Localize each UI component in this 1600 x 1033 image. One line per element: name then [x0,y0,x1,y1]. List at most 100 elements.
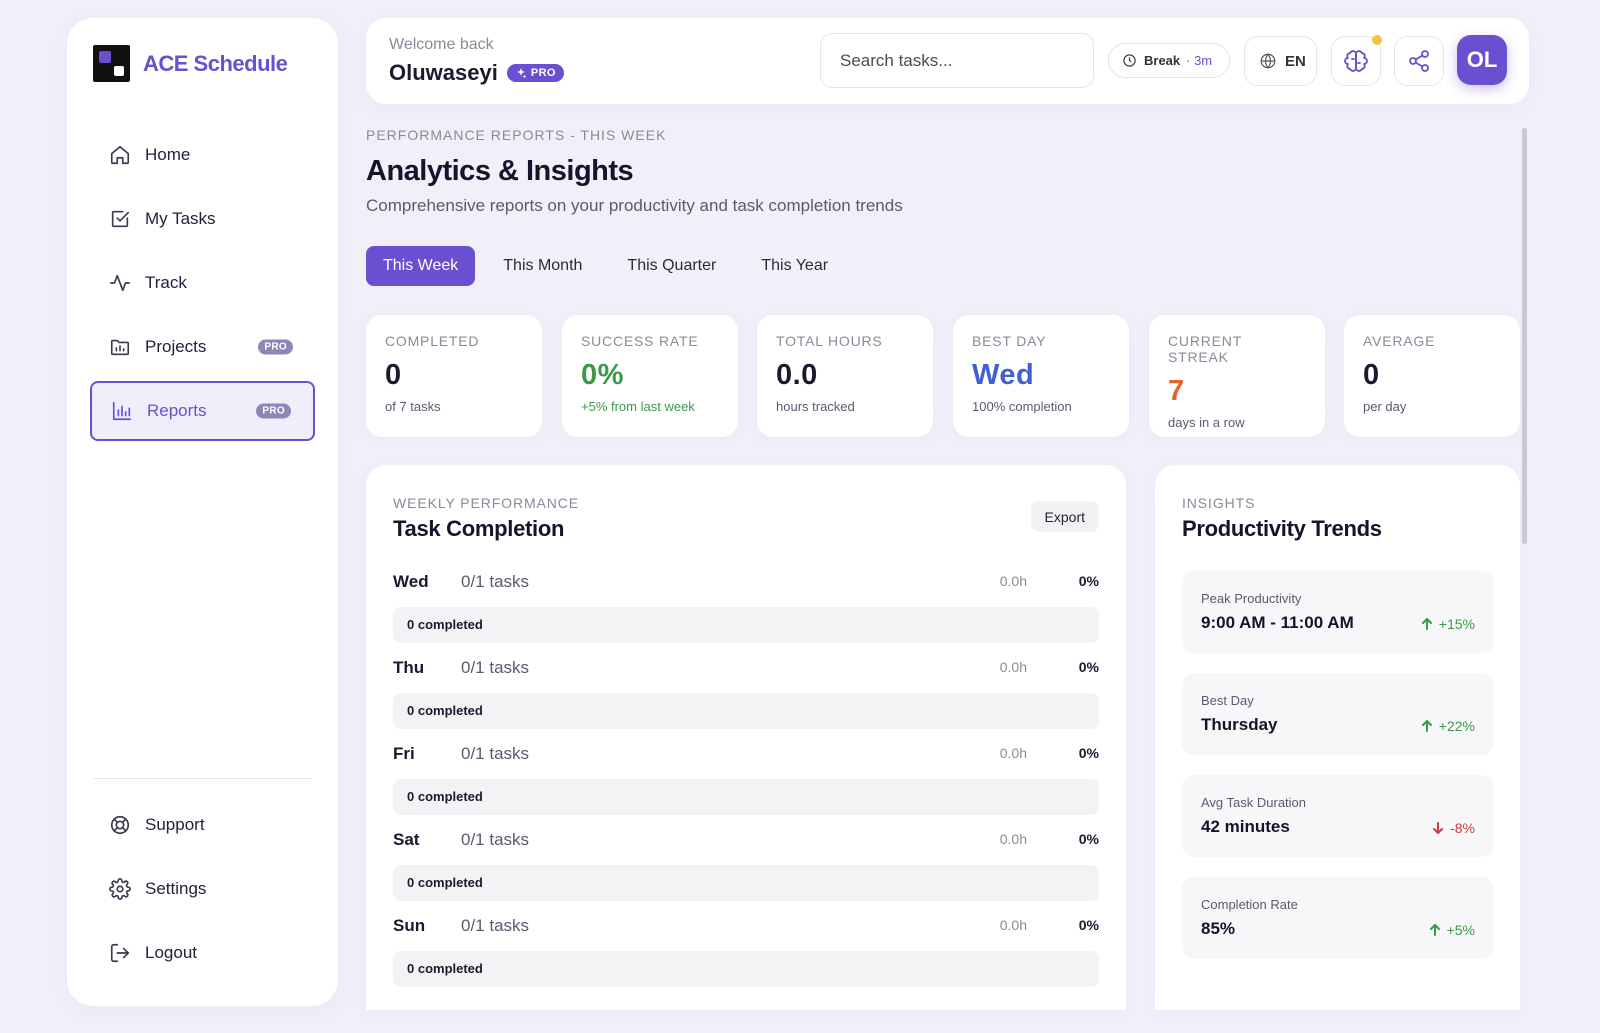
tab-this-year[interactable]: This Year [761,257,829,274]
lifebuoy-icon [108,813,132,837]
user-name-row: Oluwaseyi PRO [389,60,564,86]
pro-badge-label: PRO [530,67,556,79]
bar-chart-icon [110,399,134,423]
sidebar-item-label: Track [145,273,187,292]
brain-icon [1344,50,1368,72]
activity-icon [108,271,132,295]
day-label: Fri [393,744,415,763]
insight-completion-rate: Completion Rate 85% +5% [1182,877,1494,959]
search-input[interactable] [820,33,1094,88]
insight-label: Peak Productivity [1201,591,1302,606]
day-percent: 0% [1078,831,1099,847]
sidebar-item-label: My Tasks [145,209,216,228]
notification-dot [1372,35,1382,45]
globe-icon [1260,53,1276,69]
day-hours: 0.0h [999,745,1027,761]
insight-label: Best Day [1201,693,1254,708]
stat-sub: of 7 tasks [385,399,441,414]
brand-logo[interactable]: ACE Schedule [93,45,288,82]
stat-sub: 100% completion [972,399,1072,414]
language-label: EN [1285,52,1306,70]
stat-value: 0% [581,359,624,391]
sidebar-item-my-tasks[interactable]: My Tasks [90,189,315,249]
stat-card-total-hours: TOTAL HOURS 0.0 hours tracked [757,315,933,437]
logo-mark-icon [93,45,130,82]
stat-card-completed: COMPLETED 0 of 7 tasks [366,315,542,437]
sidebar-divider [93,778,312,779]
page-subtitle: Comprehensive reports on your productivi… [366,196,903,215]
ai-brain-button[interactable] [1331,35,1382,86]
progress-bar: 0 completed [393,951,1099,987]
insights-panel: INSIGHTS Productivity Trends Peak Produc… [1155,465,1520,1010]
panel-eyebrow: WEEKLY PERFORMANCE [393,495,580,511]
sidebar-item-reports[interactable]: Reports PRO [90,381,315,441]
pro-badge: PRO [258,339,293,355]
sidebar-item-home[interactable]: Home [90,125,315,185]
task-completion-panel: WEEKLY PERFORMANCE Task Completion Expor… [366,465,1126,1010]
progress-bar: 0 completed [393,693,1099,729]
tab-this-quarter[interactable]: This Quarter [627,257,717,274]
arrow-down-icon [1433,822,1444,834]
stat-card-current-streak: CURRENT STREAK 7 days in a row [1149,315,1325,437]
tab-this-week[interactable]: This Week [366,246,476,286]
stat-card-best-day: BEST DAY Wed 100% completion [953,315,1129,437]
day-percent: 0% [1078,745,1099,761]
insight-delta: -8% [1432,820,1475,836]
day-label: Wed [393,572,429,591]
sidebar-item-track[interactable]: Track [90,253,315,313]
stat-value: 0.0 [776,359,818,391]
brand-name: ACE Schedule [143,50,288,76]
language-selector[interactable]: EN [1244,36,1317,86]
sidebar-item-label: Logout [145,943,197,962]
day-label: Thu [393,658,425,677]
sidebar-item-settings[interactable]: Settings [90,859,315,919]
panel-eyebrow: INSIGHTS [1182,495,1256,511]
scrollbar-thumb[interactable] [1522,128,1527,544]
top-header: Welcome back Oluwaseyi PRO Break · 3m EN… [366,18,1529,104]
insight-delta: +5% [1429,922,1475,938]
sidebar-item-label: Home [145,145,191,164]
sidebar-item-projects[interactable]: Projects PRO [90,317,315,377]
share-button[interactable] [1394,36,1444,86]
gear-icon [108,877,132,901]
break-timer-button[interactable]: Break · 3m [1108,43,1230,78]
stat-label: CURRENT STREAK [1168,333,1242,365]
logout-icon [108,941,132,965]
arrow-up-icon [1421,720,1432,732]
break-label: Break [1144,53,1181,68]
day-row-sun: Sun 0/1 tasks 0.0h 0% 0 completed [393,916,1099,992]
stat-label: SUCCESS RATE [581,333,699,349]
sidebar-item-logout[interactable]: Logout [90,923,315,983]
share-icon [1409,50,1429,72]
arrow-up-icon [1421,618,1432,630]
sidebar-item-label: Settings [145,879,207,898]
insight-value: 85% [1201,919,1236,938]
day-label: Sun [393,916,426,935]
delta-value: -8% [1450,820,1475,836]
avatar[interactable]: OL [1457,35,1507,85]
sidebar-item-label: Reports [147,401,207,420]
progress-bar: 0 completed [393,779,1099,815]
day-tasks: 0/1 tasks [461,830,530,849]
sidebar-item-support[interactable]: Support [90,795,315,855]
break-time: · 3m [1186,53,1213,68]
day-row-wed: Wed 0/1 tasks 0.0h 0% 0 completed [393,572,1099,648]
progress-bar: 0 completed [393,607,1099,643]
export-button[interactable]: Export [1030,501,1099,532]
progress-label: 0 completed [407,789,483,804]
sparkle-icon [516,68,527,79]
pro-badge: PRO [256,403,291,419]
stat-card-success-rate: SUCCESS RATE 0% +5% from last week [562,315,738,437]
page-scrollbar[interactable] [1522,128,1527,1008]
clock-icon [1123,54,1136,67]
insight-label: Completion Rate [1201,897,1298,912]
page-title: Analytics & Insights [366,155,634,187]
period-tabs: This Week This Month This Quarter This Y… [366,246,856,286]
day-hours: 0.0h [999,831,1027,847]
stat-sub: per day [1363,399,1407,414]
progress-label: 0 completed [407,875,483,890]
tab-this-month[interactable]: This Month [503,257,583,274]
stat-label: AVERAGE [1363,333,1436,349]
user-name: Oluwaseyi [389,60,498,85]
pro-badge: PRO [506,64,564,82]
